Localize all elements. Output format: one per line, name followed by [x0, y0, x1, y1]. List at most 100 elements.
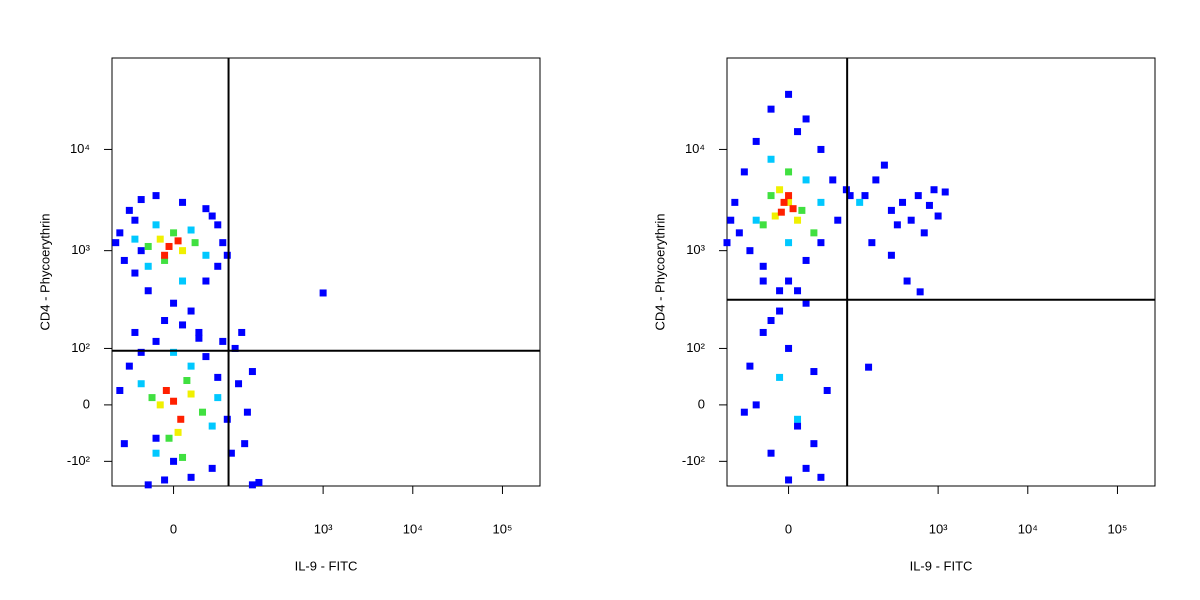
event-point	[880, 161, 888, 169]
event-point	[202, 277, 210, 285]
event-point	[152, 337, 160, 345]
event-point	[785, 277, 793, 285]
event-point	[893, 221, 901, 229]
event-point	[183, 377, 191, 385]
event-point	[907, 216, 915, 224]
event-point	[767, 449, 775, 457]
y-tick-label: -10²	[67, 453, 91, 468]
event-point	[202, 205, 210, 213]
y-tick-label: 10²	[71, 340, 90, 355]
event-point	[131, 269, 139, 277]
event-point	[817, 239, 825, 247]
event-point	[752, 137, 760, 145]
event-point	[214, 221, 222, 229]
event-point	[195, 328, 203, 336]
event-point	[785, 192, 793, 200]
event-point	[752, 216, 760, 224]
event-point	[723, 239, 731, 247]
event-point	[170, 299, 178, 307]
event-point	[802, 299, 810, 307]
event-point	[794, 216, 802, 224]
event-point	[208, 212, 216, 220]
event-point	[165, 434, 173, 442]
event-point	[195, 334, 203, 342]
event-point	[227, 449, 235, 457]
event-point	[802, 256, 810, 264]
x-axis-label: IL-9 - FITC	[910, 558, 973, 573]
event-point	[856, 198, 864, 206]
event-point	[767, 105, 775, 113]
x-tick-label: 0	[785, 521, 792, 536]
event-point	[165, 242, 173, 250]
event-point	[752, 401, 760, 409]
x-tick-label: 10³	[314, 521, 333, 536]
event-point	[794, 128, 802, 136]
event-point	[727, 216, 735, 224]
event-point	[746, 247, 754, 255]
event-point	[161, 251, 169, 259]
event-point	[319, 289, 327, 297]
event-point	[785, 90, 793, 98]
event-point	[834, 216, 842, 224]
event-point	[802, 176, 810, 184]
event-point	[179, 198, 187, 206]
x-tick-label: 10⁴	[1018, 521, 1038, 536]
event-point	[214, 373, 222, 381]
x-tick-label: 10⁵	[1108, 521, 1128, 536]
event-point	[174, 428, 182, 436]
event-point	[144, 287, 152, 295]
event-point	[798, 206, 806, 214]
event-point	[161, 476, 169, 484]
event-point	[865, 363, 873, 371]
event-point	[116, 386, 124, 394]
event-point	[187, 473, 195, 481]
event-point	[152, 221, 160, 229]
event-point	[802, 464, 810, 472]
event-point	[170, 348, 178, 356]
event-point	[202, 353, 210, 361]
event-point	[243, 408, 251, 416]
x-tick-label: 10⁵	[493, 521, 513, 536]
event-point	[810, 440, 818, 448]
y-tick-label: 10⁴	[685, 141, 705, 156]
event-point	[223, 415, 231, 423]
event-point	[740, 408, 748, 416]
event-point	[152, 192, 160, 200]
plot-frame	[111, 57, 541, 487]
event-point	[868, 239, 876, 247]
event-point	[152, 434, 160, 442]
event-point	[144, 262, 152, 270]
event-point	[152, 449, 160, 457]
event-point	[179, 453, 187, 461]
event-point	[925, 201, 933, 209]
event-point	[767, 192, 775, 200]
event-point	[241, 440, 249, 448]
x-tick-label: 0	[170, 521, 177, 536]
event-point	[177, 415, 185, 423]
event-point	[187, 390, 195, 398]
event-point	[941, 188, 949, 196]
event-point	[776, 287, 784, 295]
event-point	[794, 422, 802, 430]
event-point	[794, 287, 802, 295]
event-point	[161, 256, 169, 264]
event-point	[731, 198, 739, 206]
event-point	[219, 337, 227, 345]
event-point	[187, 226, 195, 234]
event-point	[156, 401, 164, 409]
event-point	[735, 229, 743, 237]
event-point	[208, 422, 216, 430]
y-tick-label: 10²	[686, 340, 705, 355]
event-point	[759, 221, 767, 229]
y-tick-label: 10³	[686, 242, 705, 257]
y-tick-label: 0	[698, 396, 705, 411]
event-point	[829, 176, 837, 184]
event-point	[137, 247, 145, 255]
event-point	[235, 380, 243, 388]
event-point	[137, 196, 145, 204]
event-point	[214, 394, 222, 402]
x-axis-label: IL-9 - FITC	[295, 558, 358, 573]
event-point	[810, 368, 818, 376]
plot-frame	[726, 57, 1156, 487]
event-point	[817, 473, 825, 481]
